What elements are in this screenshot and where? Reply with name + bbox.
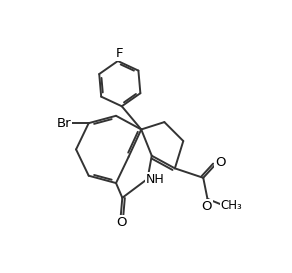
Text: Br: Br [57,117,71,130]
Text: CH₃: CH₃ [221,199,243,212]
Text: O: O [215,156,225,169]
Text: O: O [116,216,126,229]
Text: F: F [116,46,123,60]
Text: O: O [201,200,212,213]
Text: NH: NH [146,173,165,186]
